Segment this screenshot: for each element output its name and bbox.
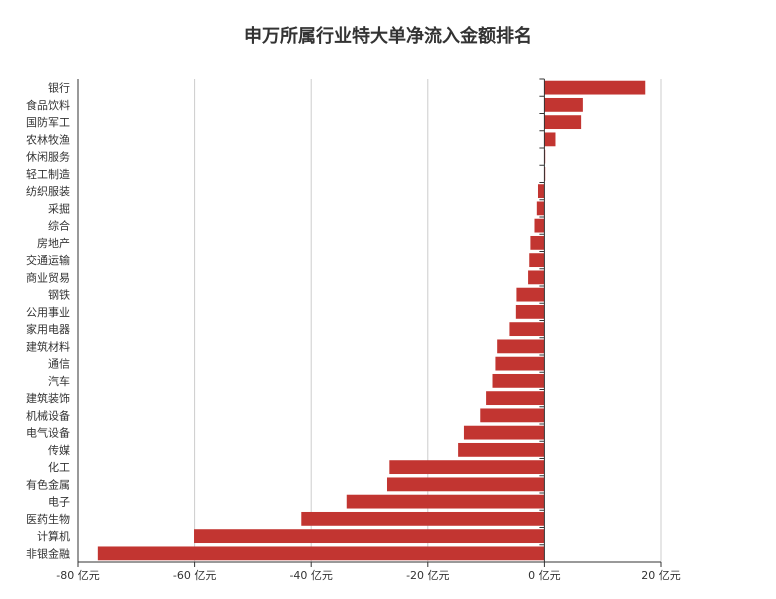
- category-label: 传媒: [48, 444, 70, 457]
- bar: [536, 201, 545, 216]
- category-label: 家用电器: [26, 322, 70, 336]
- category-label: 建筑材料: [26, 339, 70, 353]
- category-label: 计算机: [37, 529, 70, 543]
- category-label: 电子: [48, 496, 70, 509]
- bar: [389, 460, 545, 475]
- category-label: 有色金属: [26, 477, 70, 491]
- chart-title: 申万所属行业特大单净流入金额排名: [244, 26, 532, 47]
- category-label: 非银金融: [26, 546, 70, 560]
- category-label: 交通运输: [26, 253, 70, 267]
- category-label: 房地产: [37, 236, 70, 250]
- x-tick-label: 20 亿元: [641, 569, 681, 582]
- bar: [486, 391, 545, 406]
- x-tick-label: -80 亿元: [56, 569, 99, 582]
- bar: [458, 442, 545, 457]
- grid-lines: [77, 79, 662, 562]
- category-label: 采掘: [48, 201, 70, 215]
- category-label: 汽车: [48, 374, 70, 388]
- bar: [544, 97, 583, 112]
- category-label: 机械设备: [26, 408, 70, 422]
- category-label: 钢铁: [48, 289, 70, 302]
- bar: [346, 494, 545, 509]
- category-label: 化工: [48, 460, 70, 474]
- category-label: 公用事业: [26, 306, 70, 319]
- category-label: 电气设备: [26, 426, 70, 440]
- axes: -80 亿元 -60 亿元 -40 亿元 -20 亿元 0 亿元 20 亿元 银行食品饮料国…: [26, 78, 681, 582]
- category-label: 食品饮料: [26, 98, 70, 112]
- bar: [534, 218, 545, 233]
- category-label: 银行: [48, 81, 70, 95]
- bar: [495, 356, 545, 371]
- x-tick-label: 0 亿元: [528, 569, 561, 582]
- bar: [97, 546, 545, 561]
- bar: [480, 408, 545, 423]
- bar: [492, 373, 545, 388]
- category-label: 国防军工: [26, 115, 70, 129]
- category-label: 商业贸易: [26, 270, 70, 284]
- bar: [529, 253, 545, 268]
- category-label: 轻工制造: [26, 167, 70, 181]
- bars: [97, 80, 646, 561]
- bar: [515, 304, 545, 319]
- category-label: 建筑装饰: [26, 391, 70, 405]
- bar: [497, 339, 545, 354]
- bar: [194, 529, 545, 544]
- category-label: 综合: [48, 219, 70, 233]
- category-label: 纺织服装: [26, 184, 70, 198]
- bar: [544, 115, 582, 130]
- bar: [530, 235, 545, 250]
- bar: [463, 425, 545, 440]
- category-label: 休闲服务: [26, 150, 70, 164]
- x-tick-label: -20 亿元: [406, 569, 449, 582]
- x-tick-label: -40 亿元: [289, 569, 332, 582]
- bar: [301, 511, 545, 526]
- category-label: 通信: [48, 358, 70, 371]
- bar: [509, 322, 545, 337]
- bar: [544, 132, 556, 147]
- bar: [537, 184, 545, 199]
- bar: [544, 80, 646, 95]
- category-label: 农林牧渔: [26, 132, 70, 146]
- x-tick-label: -60 亿元: [173, 569, 216, 582]
- bar: [528, 270, 545, 285]
- bar: [516, 287, 545, 302]
- bar: [386, 477, 545, 492]
- category-label: 医药生物: [26, 512, 70, 526]
